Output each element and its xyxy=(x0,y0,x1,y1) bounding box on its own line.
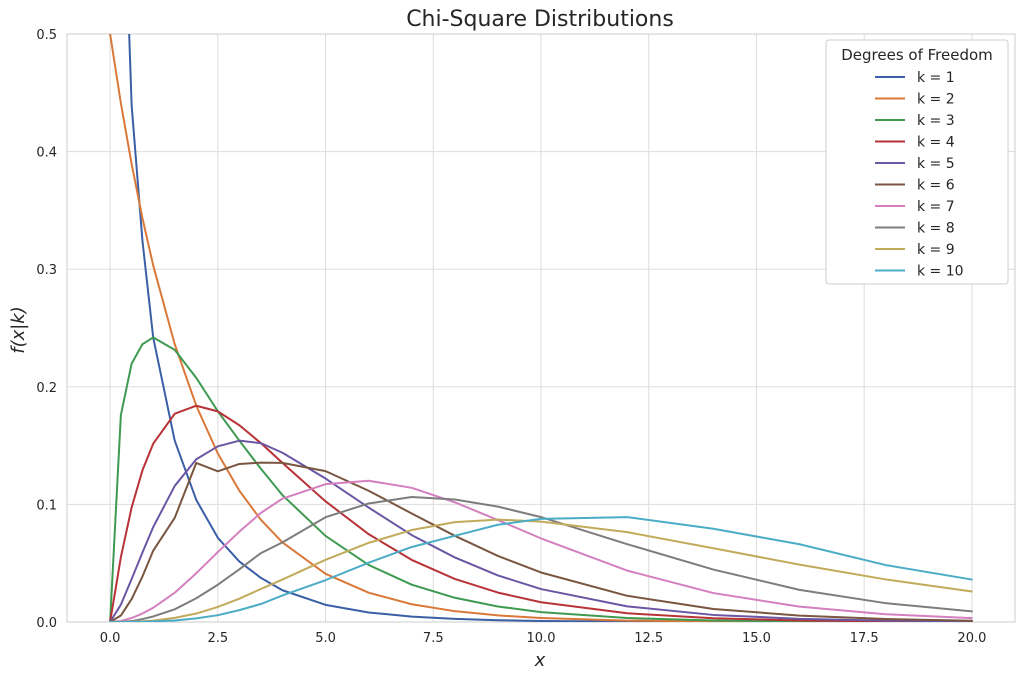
series-line-6 xyxy=(109,461,973,622)
legend: Degrees of Freedom k = 1k = 2k = 3k = 4k… xyxy=(825,39,1009,285)
series-line-10 xyxy=(109,516,973,622)
x-tick-label: 20.0 xyxy=(957,631,986,646)
x-tick-label: 10.0 xyxy=(527,631,556,646)
y-tick-label: 0.2 xyxy=(36,381,57,396)
series-line-2 xyxy=(109,34,973,622)
y-tick-label: 0.1 xyxy=(36,498,57,513)
series-line-5 xyxy=(109,439,973,622)
legend-label-8: k = 8 xyxy=(917,221,955,237)
y-tick-label: 0.5 xyxy=(36,28,57,43)
series-line-3 xyxy=(109,336,973,622)
y-tick-labels: 0.0 0.1 0.2 0.3 0.4 0.5 xyxy=(36,28,57,631)
legend-title: Degrees of Freedom xyxy=(841,46,993,64)
legend-label-7: k = 7 xyxy=(917,199,955,215)
x-tick-label: 7.5 xyxy=(423,631,444,646)
legend-label-6: k = 6 xyxy=(917,178,955,194)
legend-box xyxy=(825,39,1009,285)
legend-label-3: k = 3 xyxy=(917,113,955,129)
x-tick-label: 12.5 xyxy=(634,631,663,646)
y-tick-label: 0.4 xyxy=(36,146,57,161)
plot-frame xyxy=(66,33,1016,623)
legend-label-5: k = 5 xyxy=(917,156,955,172)
chart-title: Chi-Square Distributions xyxy=(406,7,674,32)
y-tick-label: 0.3 xyxy=(36,263,57,278)
x-tick-label: 5.0 xyxy=(315,631,336,646)
x-tick-label: 2.5 xyxy=(207,631,228,646)
series-line-4 xyxy=(109,404,973,622)
legend-label-2: k = 2 xyxy=(917,92,955,108)
y-axis-label: f(x|k) xyxy=(8,306,29,354)
x-tick-labels: 0.0 2.5 5.0 7.5 10.0 12.5 15.0 17.5 20.0 xyxy=(100,631,987,646)
legend-label-4: k = 4 xyxy=(917,135,955,151)
series-line-7 xyxy=(109,479,973,622)
legend-label-9: k = 9 xyxy=(917,242,955,258)
y-tick-label: 0.0 xyxy=(36,616,57,631)
x-tick-label: 17.5 xyxy=(850,631,879,646)
series-layer xyxy=(109,34,973,622)
series-line-8 xyxy=(109,495,973,622)
legend-items: k = 1 k = 2 k = 3 k = 4 k = 5 k = 6 k = 7 k = 8… xyxy=(875,70,964,280)
x-tick-label: 0.0 xyxy=(100,631,121,646)
legend-label-1: k = 1 xyxy=(917,70,955,86)
x-tick-label: 15.0 xyxy=(742,631,771,646)
x-axis-label: x xyxy=(534,650,546,671)
legend-label-10: k = 10 xyxy=(917,264,964,280)
